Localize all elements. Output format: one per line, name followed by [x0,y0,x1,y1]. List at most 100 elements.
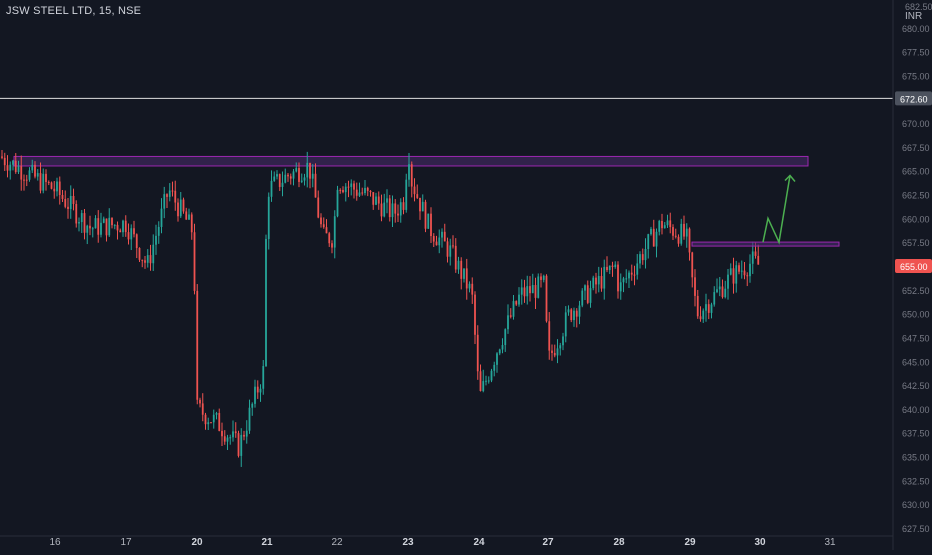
candle-body [196,290,199,400]
projection-arrow[interactable] [762,175,791,245]
candle-body [408,164,410,180]
candle-body [573,310,575,321]
candle-body [375,196,377,205]
candle-body [515,301,518,305]
candle-body [122,220,124,233]
candle-body [504,329,507,346]
candle-body [707,304,710,313]
price-axis[interactable]: 680.00677.50675.00672.50670.00667.50665.… [902,24,930,534]
candle-body [17,166,20,173]
price-axis-label: 667.50 [902,143,930,153]
breakout-line[interactable] [691,241,840,247]
candle-body [28,170,31,180]
candle-body [234,431,237,434]
candle-body [289,176,292,179]
candle-body [540,276,542,280]
candle-body [113,224,116,226]
candle-body [608,265,611,271]
line-price-tag [895,91,932,106]
price-axis-label: 660.00 [902,214,930,224]
candle-body [743,270,746,276]
candle-body [501,345,504,350]
price-axis-label: 635.00 [902,453,930,463]
candle-body [254,386,256,404]
candle-body [718,286,721,290]
candle-body [295,168,298,172]
candle-body [586,285,589,303]
candle-body [716,289,718,293]
candle-body [677,236,680,244]
candle-body [157,226,160,236]
candle-body [314,173,317,198]
candle-body [482,381,485,391]
candle-body [650,228,652,235]
candle-body [471,283,474,295]
candle-body [124,220,127,233]
candle-body [141,259,144,261]
price-axis-label: 670.00 [902,119,930,129]
price-axis-label: 627.50 [902,524,930,534]
overlay-layer[interactable] [0,97,893,247]
candle-body [699,316,702,320]
candle-body [309,162,311,179]
candle-body [31,164,34,171]
candle-body [75,203,78,224]
candle-body [567,309,570,313]
price-axis-label: 642.50 [902,381,930,391]
candle-body [20,166,23,180]
candle-body [152,244,155,264]
candle-body [729,268,732,275]
candle-body [9,164,12,171]
candle-body [204,414,207,425]
candle-body [603,266,606,289]
candle-body [383,202,386,217]
candle-body [270,180,273,197]
candle-body [193,232,196,291]
candle-body [78,222,80,224]
candle-body [614,264,617,268]
candle-body [102,218,105,223]
candle-body [655,231,658,247]
candle-body [438,237,441,246]
candle-body [292,171,295,179]
candle-body [190,214,193,233]
candle-body [267,196,270,239]
candle-body [347,186,350,188]
candle-body [666,220,669,226]
candle-body [562,336,564,346]
candle-body [688,228,691,253]
candle-body [12,160,14,165]
candle-body [454,245,457,270]
candle-body [592,277,595,289]
candle-body [559,345,562,349]
candle-body [633,274,636,276]
candle-body [111,217,113,226]
currency-label[interactable]: 682.50 INR [905,2,932,22]
time-axis-label: 29 [684,537,696,548]
candle-body [619,282,622,292]
candle-body [674,235,677,237]
candle-body [507,315,509,330]
symbol-title[interactable]: JSW STEEL LTD, 15, NSE [6,5,142,17]
candle-body [386,198,388,203]
candle-body [311,173,314,179]
time-axis-label: 28 [613,537,625,548]
candle-body [229,437,232,439]
price-axis-label: 645.00 [902,357,930,367]
candle-body [336,189,339,217]
candle-body [644,249,647,261]
candle-body [201,403,204,415]
candle-body [595,277,597,285]
time-axis-label: 21 [261,537,273,548]
candle-body [526,286,529,297]
candle-body [636,263,639,275]
time-axis[interactable]: 16 17 20 21 22 23 24 27 28 29 30 31 [49,537,836,548]
candle-body [474,294,476,335]
candle-body [160,208,163,227]
candle-body [182,199,185,212]
candle-body [240,434,243,456]
candle-body [135,234,138,248]
candle-body [207,422,210,425]
